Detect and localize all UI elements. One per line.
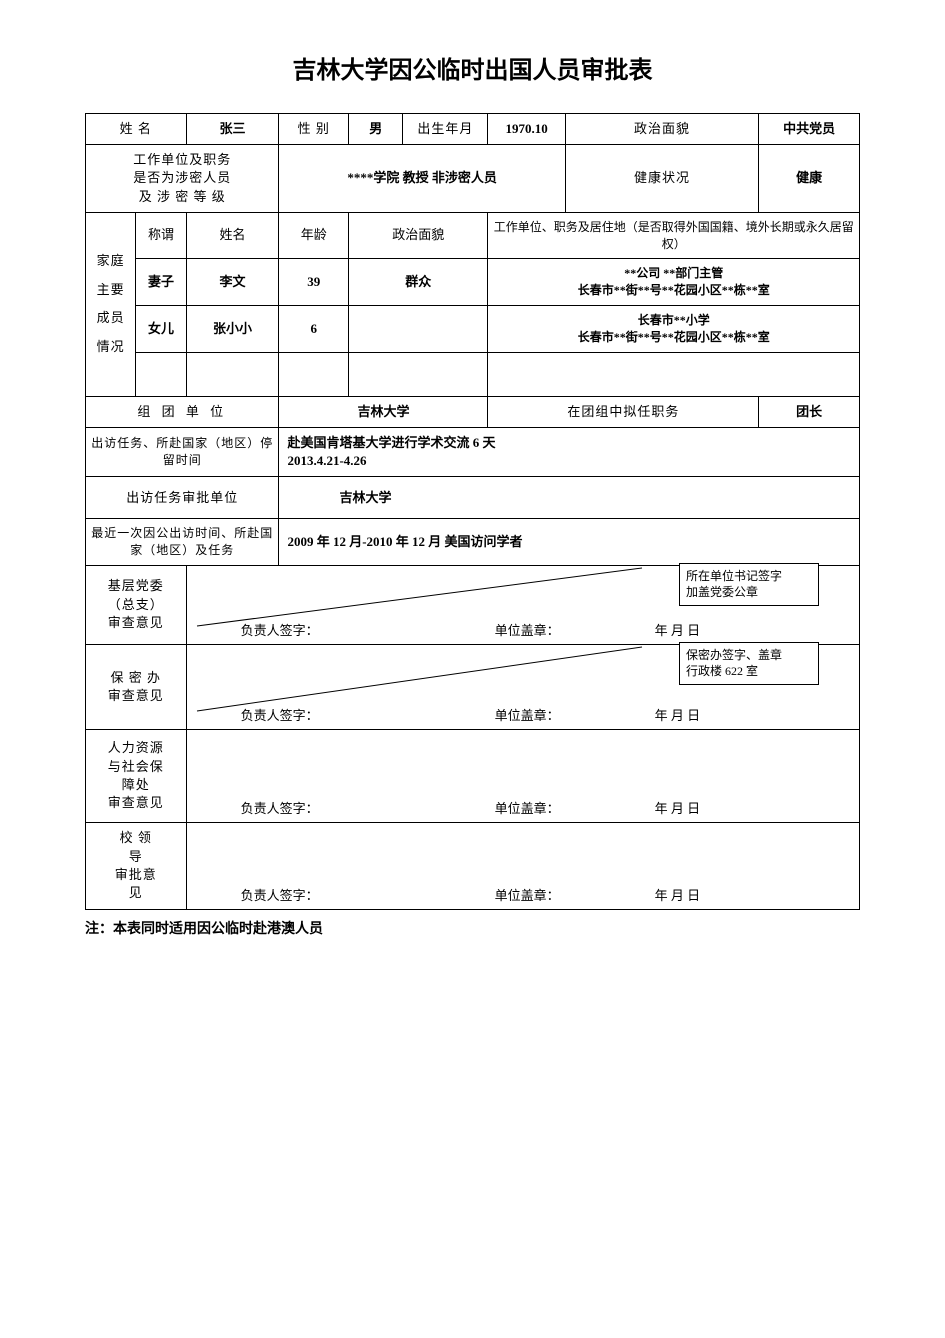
- row-family-2: 女儿 张小小 6 长春市**小学 长春市**街**号**花园小区**栋**室: [86, 305, 860, 352]
- fm2-relation: 女儿: [136, 305, 186, 352]
- sig-leader-block: 负责人签字： 单位盖章： 年 月 日: [186, 822, 859, 909]
- value-gender: 男: [349, 114, 403, 145]
- sig-secret-stamp: 单位盖章：: [495, 707, 655, 725]
- value-birth: 1970.10: [488, 114, 565, 145]
- fm2-age: 6: [279, 305, 349, 352]
- fm1-name: 李文: [186, 259, 279, 306]
- fm-empty-5: [488, 352, 860, 396]
- callout-party-text: 所在单位书记签字 加盖党委公章: [686, 569, 782, 600]
- label-political: 政治面貌: [565, 114, 758, 145]
- row-basic-info: 姓 名 张三 性 别 男 出生年月 1970.10 政治面貌 中共党员: [86, 114, 860, 145]
- value-last-visit: 2009 年 12 月-2010 年 12 月 美国访问学者: [279, 519, 860, 566]
- label-health: 健康状况: [565, 145, 758, 213]
- row-family-1: 妻子 李文 39 群众 **公司 **部门主管 长春市**街**号**花园小区*…: [86, 259, 860, 306]
- value-org-unit: 吉林大学: [279, 396, 488, 427]
- value-visit-task: 赴美国肯塔基大学进行学术交流 6 天 2013.4.21-4.26: [279, 427, 860, 476]
- label-gender: 性 别: [279, 114, 349, 145]
- sig-secret-person: 负责人签字：: [195, 707, 365, 725]
- label-approval-unit: 出访任务审批单位: [86, 477, 279, 519]
- callout-secret: 保密办签字、盖章 行政楼 622 室: [679, 642, 819, 686]
- row-org-unit: 组 团 单 位 吉林大学 在团组中拟任职务 团长: [86, 396, 860, 427]
- row-sig-leader: 校 领 导 审批意 见 负责人签字： 单位盖章： 年 月 日: [86, 822, 860, 909]
- fm1-workaddr: **公司 **部门主管 长春市**街**号**花园小区**栋**室: [488, 259, 860, 306]
- label-fm-age: 年龄: [279, 212, 349, 259]
- label-last-visit: 最近一次因公出访时间、所赴国家（地区）及任务: [86, 519, 279, 566]
- fm-empty-4: [349, 352, 488, 396]
- footer-note: 注：本表同时适用因公临时赴港澳人员: [85, 918, 860, 938]
- fm2-political: [349, 305, 488, 352]
- sig-party-date: 年 月 日: [655, 622, 851, 640]
- sig-leader-date: 年 月 日: [655, 887, 851, 905]
- fm-empty-1: [136, 352, 186, 396]
- row-approval-unit: 出访任务审批单位 吉林大学: [86, 477, 860, 519]
- value-workunit: ****学院 教授 非涉密人员: [279, 145, 565, 213]
- label-sig-leader: 校 领 导 审批意 见: [86, 822, 187, 909]
- value-political: 中共党员: [759, 114, 860, 145]
- label-family: 家庭 主要 成员 情况: [86, 212, 136, 396]
- row-sig-hr: 人力资源 与社会保 障处 审查意见 负责人签字： 单位盖章： 年 月 日: [86, 729, 860, 822]
- sig-secret-block: 保密办签字、盖章 行政楼 622 室 负责人签字： 单位盖章： 年 月 日: [186, 644, 859, 729]
- row-sig-party: 基层党委 （总支） 审查意见 所在单位书记签字 加盖党委公章 负责人签字： 单位…: [86, 565, 860, 644]
- sig-party-block: 所在单位书记签字 加盖党委公章 负责人签字： 单位盖章： 年 月 日: [186, 565, 859, 644]
- label-sig-hr: 人力资源 与社会保 障处 审查意见: [86, 729, 187, 822]
- label-workunit: 工作单位及职务 是否为涉密人员 及 涉 密 等 级: [86, 145, 279, 213]
- value-approval-unit: 吉林大学: [279, 477, 860, 519]
- sig-secret-date: 年 月 日: [655, 707, 851, 725]
- label-fm-relation: 称谓: [136, 212, 186, 259]
- sig-leader-stamp: 单位盖章：: [495, 887, 655, 905]
- sig-leader-person: 负责人签字：: [195, 887, 365, 905]
- approval-form-table: 姓 名 张三 性 别 男 出生年月 1970.10 政治面貌 中共党员 工作单位…: [85, 113, 860, 910]
- value-role: 团长: [759, 396, 860, 427]
- label-visit-task: 出访任务、所赴国家（地区）停留时间: [86, 427, 279, 476]
- sig-hr-person: 负责人签字：: [195, 800, 365, 818]
- callout-secret-text: 保密办签字、盖章 行政楼 622 室: [686, 648, 782, 679]
- row-sig-secret: 保 密 办 审查意见 保密办签字、盖章 行政楼 622 室 负责人签字： 单位盖…: [86, 644, 860, 729]
- callout-party: 所在单位书记签字 加盖党委公章: [679, 563, 819, 607]
- label-name: 姓 名: [86, 114, 187, 145]
- label-fm-name: 姓名: [186, 212, 279, 259]
- label-birth: 出生年月: [403, 114, 488, 145]
- label-fm-workaddr: 工作单位、职务及居住地（是否取得外国国籍、境外长期或永久居留权）: [488, 212, 860, 259]
- page-title: 吉林大学因公临时出国人员审批表: [85, 50, 860, 85]
- label-org-unit: 组 团 单 位: [86, 396, 279, 427]
- fm1-relation: 妻子: [136, 259, 186, 306]
- fm1-age: 39: [279, 259, 349, 306]
- fm1-political: 群众: [349, 259, 488, 306]
- fm2-name: 张小小: [186, 305, 279, 352]
- label-role: 在团组中拟任职务: [488, 396, 759, 427]
- row-family-header: 家庭 主要 成员 情况 称谓 姓名 年龄 政治面貌 工作单位、职务及居住地（是否…: [86, 212, 860, 259]
- sig-hr-stamp: 单位盖章：: [495, 800, 655, 818]
- sig-party-stamp: 单位盖章：: [495, 622, 655, 640]
- sig-hr-block: 负责人签字： 单位盖章： 年 月 日: [186, 729, 859, 822]
- row-visit-task: 出访任务、所赴国家（地区）停留时间 赴美国肯塔基大学进行学术交流 6 天 201…: [86, 427, 860, 476]
- row-family-empty: [86, 352, 860, 396]
- fm-empty-2: [186, 352, 279, 396]
- sig-hr-date: 年 月 日: [655, 800, 851, 818]
- value-health: 健康: [759, 145, 860, 213]
- value-name: 张三: [186, 114, 279, 145]
- label-sig-secret: 保 密 办 审查意见: [86, 644, 187, 729]
- label-fm-political: 政治面貌: [349, 212, 488, 259]
- label-sig-party: 基层党委 （总支） 审查意见: [86, 565, 187, 644]
- row-last-visit: 最近一次因公出访时间、所赴国家（地区）及任务 2009 年 12 月-2010 …: [86, 519, 860, 566]
- fm2-workaddr: 长春市**小学 长春市**街**号**花园小区**栋**室: [488, 305, 860, 352]
- sig-party-person: 负责人签字：: [195, 622, 365, 640]
- row-workunit: 工作单位及职务 是否为涉密人员 及 涉 密 等 级 ****学院 教授 非涉密人…: [86, 145, 860, 213]
- fm-empty-3: [279, 352, 349, 396]
